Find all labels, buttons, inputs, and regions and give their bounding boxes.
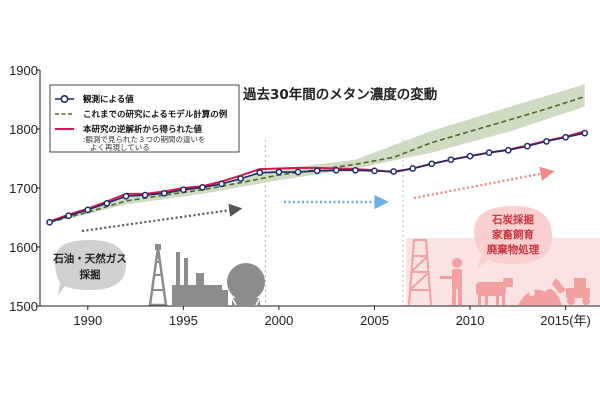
x-tick-label: 2015(年): [540, 313, 591, 328]
y-tick-label: 1500: [9, 299, 38, 314]
refinery-factory-icon: [172, 252, 228, 305]
model-uncertainty-band: [49, 84, 585, 224]
legend-note-line2: よく再現している: [90, 143, 150, 152]
observation-point: [160, 189, 168, 197]
bubble-left-line2: 採掘: [80, 268, 101, 281]
legend-label-observation: 観測による値: [83, 94, 134, 105]
period3-trend-arrow: [413, 166, 555, 200]
legend-note-line1: :観測で見られた３つの期間の違いを: [83, 134, 206, 144]
coal-mine-tower-icon: [408, 239, 432, 306]
cow-icon: [476, 278, 513, 305]
observation-point: [141, 191, 149, 199]
waste-pile-icon: [518, 288, 562, 305]
observation-points: [46, 129, 589, 226]
y-tick-label: 1700: [9, 181, 38, 196]
bubble-left-line1: 石油・天然ガス: [52, 252, 127, 265]
y-tick-label: 1800: [9, 122, 38, 137]
x-tick-label: 2000: [264, 313, 293, 328]
observation-point: [294, 168, 302, 176]
observation-point: [562, 133, 569, 141]
chart-title: 過去30年間のメタン濃度の変動: [242, 86, 437, 103]
observation-point: [256, 169, 264, 177]
bubble-right-line3: 廃棄物処理: [487, 243, 540, 256]
y-axis-ticks: 1500 1600 1700 1800 1900: [9, 63, 40, 314]
oil-derrick-icon: [148, 244, 168, 307]
observation-point: [581, 129, 589, 137]
observation-point: [122, 192, 130, 200]
observation-point: [65, 212, 73, 220]
legend-label-inversion: 本研究の逆解析から得られた値: [83, 124, 203, 135]
x-tick-label: 1995: [169, 313, 198, 328]
observation-point: [103, 199, 111, 207]
period1-trend-arrow: [81, 203, 243, 233]
oil-gas-bubble: 石油・天然ガス 採掘: [52, 240, 127, 296]
observation-point: [237, 175, 245, 182]
observation-point: [84, 206, 92, 214]
observation-point: [179, 186, 187, 194]
observation-point: [524, 142, 531, 150]
bubble-right-line1: 石炭採掘: [491, 213, 534, 226]
observation-point: [275, 168, 283, 176]
observation-point: [199, 184, 206, 191]
farmer-icon: [440, 258, 462, 305]
observation-point: [332, 166, 340, 174]
observation-point: [428, 160, 436, 168]
observation-point: [447, 156, 455, 164]
x-tick-label: 1990: [73, 313, 102, 328]
observation-point: [371, 167, 378, 175]
observation-point: [504, 146, 512, 154]
excavator-icon: [552, 278, 590, 305]
observation-point: [390, 168, 397, 175]
observation-point: [466, 152, 474, 160]
y-tick-label: 1900: [9, 63, 38, 78]
legend-label-model: これまでの研究によるモデル計算の例: [83, 109, 228, 120]
observation-point: [352, 166, 359, 174]
y-tick-label: 1600: [9, 240, 38, 255]
observation-point: [46, 218, 53, 226]
legend: 観測による値 これまでの研究によるモデル計算の例 本研究の逆解析から得られた値 …: [49, 84, 240, 153]
observation-point: [409, 165, 417, 172]
observation-point: [485, 149, 493, 156]
x-axis-ticks: 1990 1995 2000 2005 2010 2015(年): [73, 306, 591, 328]
observation-point: [218, 180, 225, 188]
x-tick-label: 2010: [456, 313, 485, 328]
coal-livestock-waste-bubble: 石炭採掘 家畜飼育 廃棄物処理: [474, 206, 552, 269]
observation-point: [313, 167, 321, 175]
x-tick-label: 2005: [360, 313, 389, 328]
bubble-right-line2: 家畜飼育: [492, 228, 534, 241]
gas-tank-icon: [227, 263, 265, 306]
observation-point: [543, 138, 550, 145]
legend-marker-observation: [60, 95, 69, 104]
